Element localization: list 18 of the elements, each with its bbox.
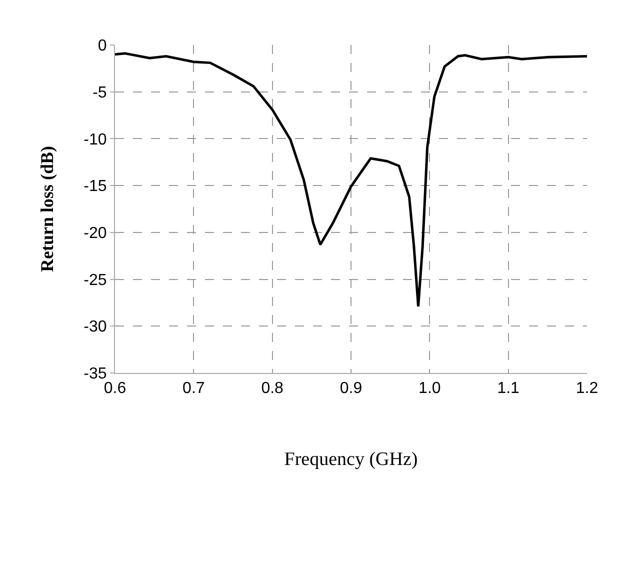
- y-tick-label: -15: [84, 178, 107, 196]
- x-tick-label: 1.0: [418, 380, 441, 398]
- x-axis-title: Frequency (GHz): [284, 449, 418, 470]
- y-tick-label: -10: [84, 131, 107, 148]
- line-series: [115, 52, 587, 308]
- x-tick-label: 0.8: [261, 380, 284, 398]
- y-axis-title: Return loss (dB): [36, 146, 57, 272]
- y-tick-label: -5: [92, 84, 107, 102]
- x-tick-label: 1.2: [576, 380, 598, 398]
- x-tick-label: 0.7: [182, 380, 205, 398]
- x-tick-label: 0.9: [340, 380, 362, 398]
- y-tick-label: -35: [84, 366, 107, 383]
- x-tick-label: 1.1: [497, 380, 520, 398]
- y-tick-label: 0: [98, 38, 107, 55]
- y-tick-label: -20: [84, 225, 107, 242]
- y-tick-label: -30: [84, 318, 107, 336]
- x-tick-label: 0.6: [104, 380, 126, 398]
- y-tick-label: -25: [84, 272, 107, 289]
